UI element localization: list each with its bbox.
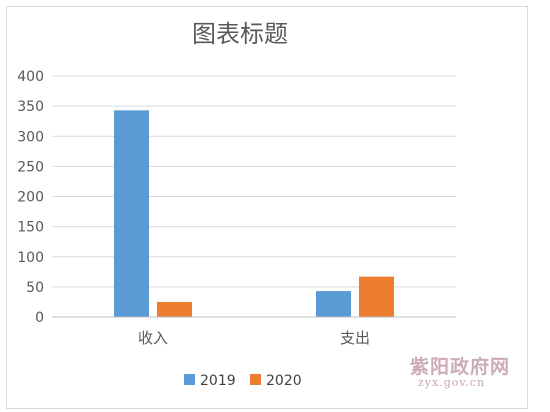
y-tick-label: 200 — [17, 190, 44, 206]
bar-2019-1 — [316, 291, 351, 317]
y-tick-label: 100 — [17, 250, 44, 266]
y-tick-label: 400 — [17, 69, 44, 85]
axes: 0 50 100 150 200 250 300 350 400 收入 支出 — [17, 69, 456, 347]
y-tick-label: 0 — [35, 310, 44, 326]
legend: 2019 2020 — [184, 373, 302, 389]
bars — [114, 110, 394, 317]
watermark-url: zyx.gov.cn — [418, 376, 486, 389]
chart-title: 图表标题 — [192, 20, 288, 48]
x-category-label: 支出 — [340, 329, 370, 347]
y-tick-label: 50 — [26, 280, 44, 296]
bar-2019-0 — [114, 110, 149, 317]
y-tick-label: 150 — [17, 220, 44, 236]
y-tick-label: 350 — [17, 99, 44, 115]
chart-frame — [6, 6, 528, 409]
legend-label: 2019 — [200, 373, 236, 389]
watermark-logo-text: 紫阳政府网 — [410, 356, 511, 378]
legend-label: 2020 — [266, 373, 302, 389]
legend-swatch-2019 — [184, 374, 195, 385]
gridlines — [52, 75, 456, 288]
bar-2020-0 — [157, 301, 192, 317]
y-tick-label: 300 — [17, 129, 44, 145]
x-category-label: 收入 — [138, 329, 168, 347]
bar-2020-1 — [359, 276, 394, 317]
legend-swatch-2020 — [250, 374, 261, 385]
y-tick-label: 250 — [17, 159, 44, 175]
